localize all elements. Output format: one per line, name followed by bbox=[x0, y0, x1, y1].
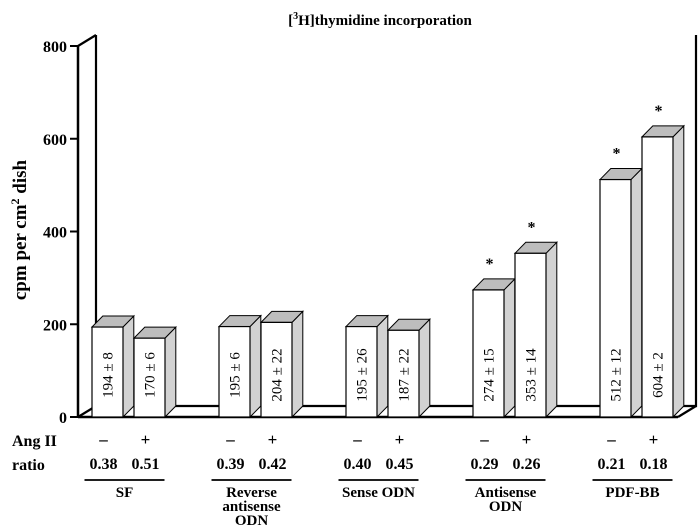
ratio-value: 0.51 bbox=[132, 456, 160, 473]
row-label-ratio: ratio bbox=[12, 457, 45, 474]
floor-right-edge bbox=[677, 405, 697, 418]
bar-value-label: 353 ± 14 bbox=[524, 348, 540, 402]
ratio-value: 0.45 bbox=[386, 456, 414, 473]
y-tick-label: 400 bbox=[43, 225, 67, 242]
chart-title-post: H]thymidine incorporation bbox=[298, 13, 472, 29]
bar: 204 ± 22 bbox=[259, 310, 304, 419]
angii-sign: + bbox=[141, 430, 151, 449]
bar-side bbox=[418, 318, 431, 419]
bar-side bbox=[630, 167, 643, 419]
y-axis-top-edge bbox=[77, 34, 97, 47]
bar-value-label: 187 ± 22 bbox=[397, 348, 413, 401]
group-label: Antisense bbox=[475, 485, 537, 501]
bar: 195 ± 6 bbox=[217, 314, 262, 419]
bar: 195 ± 26 bbox=[344, 314, 389, 419]
bar-front bbox=[218, 325, 251, 418]
bar: 512 ± 12 * bbox=[598, 146, 643, 419]
angii-sign: + bbox=[522, 430, 532, 449]
bar-front bbox=[472, 289, 505, 418]
group-label: ODN bbox=[235, 513, 269, 529]
significance-star: * bbox=[613, 146, 621, 163]
angii-sign: + bbox=[649, 430, 659, 449]
bar-value-label: 204 ± 22 bbox=[270, 348, 286, 401]
bar-value-label: 195 ± 6 bbox=[228, 352, 244, 398]
ratio-value: 0.40 bbox=[344, 456, 372, 473]
bar-front bbox=[345, 325, 378, 418]
bar-value-label: 512 ± 12 bbox=[609, 348, 625, 401]
significance-star: * bbox=[486, 256, 494, 273]
bar: 353 ± 14 * bbox=[513, 219, 558, 419]
y-tick-label: 800 bbox=[43, 39, 67, 56]
bar: 187 ± 22 bbox=[386, 318, 431, 419]
ratio-value: 0.38 bbox=[90, 456, 118, 473]
bar-side bbox=[164, 325, 177, 419]
angii-sign: + bbox=[395, 430, 405, 449]
bar-side bbox=[503, 277, 516, 419]
angii-sign: – bbox=[352, 430, 362, 449]
row-label-angii: Ang II bbox=[12, 433, 57, 450]
angii-sign: – bbox=[98, 430, 108, 449]
bar-value-label: 274 ± 15 bbox=[482, 348, 498, 401]
bar-value-label: 194 ± 8 bbox=[101, 352, 117, 398]
angii-sign: + bbox=[268, 430, 278, 449]
bar-side bbox=[122, 314, 135, 419]
angii-sign: – bbox=[225, 430, 235, 449]
chart-title-sup: 3 bbox=[293, 11, 298, 22]
bar: 194 ± 8 bbox=[90, 314, 135, 419]
angii-sign: – bbox=[479, 430, 489, 449]
bar-front bbox=[260, 321, 293, 418]
ratio-value: 0.42 bbox=[259, 456, 287, 473]
bar-front bbox=[91, 326, 124, 418]
bar-value-label: 604 ± 2 bbox=[651, 352, 667, 398]
bar: 170 ± 6 bbox=[132, 325, 177, 419]
group-label: Reverse bbox=[226, 485, 277, 501]
y-tick-label: 200 bbox=[43, 317, 67, 334]
y-tick-label: 600 bbox=[43, 132, 67, 149]
significance-star: * bbox=[655, 103, 663, 120]
bar-side bbox=[376, 314, 389, 419]
group-label: PDF-BB bbox=[605, 485, 659, 501]
ratio-value: 0.21 bbox=[598, 456, 626, 473]
significance-star: * bbox=[528, 219, 536, 236]
y-tick-label: 0 bbox=[59, 410, 67, 427]
ratio-value: 0.39 bbox=[217, 456, 245, 473]
ratio-value: 0.18 bbox=[640, 456, 668, 473]
y-axis-label-sup: 2 bbox=[8, 198, 22, 204]
chart-title-pre: [ bbox=[288, 13, 293, 29]
bar-value-label: 195 ± 26 bbox=[355, 348, 371, 402]
bar-side bbox=[291, 310, 304, 419]
group-label: ODN bbox=[489, 499, 523, 515]
angii-sign: – bbox=[606, 430, 616, 449]
bar-front bbox=[387, 329, 420, 418]
bar-front bbox=[514, 252, 547, 418]
bar-side bbox=[545, 241, 558, 419]
group-label: SF bbox=[116, 485, 134, 501]
ratio-value: 0.29 bbox=[471, 456, 499, 473]
chart-title: [3H]thymidine incorporation bbox=[288, 11, 472, 29]
bar: 604 ± 2 * bbox=[640, 103, 685, 419]
bar-front bbox=[133, 337, 166, 418]
bar-front bbox=[599, 178, 632, 418]
group-label: Sense ODN bbox=[342, 485, 415, 501]
y-axis-label-main: cpm per cm bbox=[10, 204, 31, 300]
bar-front bbox=[641, 136, 674, 418]
bar-value-label: 170 ± 6 bbox=[143, 352, 159, 398]
ratio-value: 0.26 bbox=[513, 456, 541, 473]
bar: 274 ± 15 * bbox=[471, 256, 516, 419]
group-label: antisense bbox=[222, 499, 281, 515]
bar-side bbox=[249, 314, 262, 419]
y-axis-label: cpm per cm2 dish bbox=[8, 159, 31, 300]
bar-side bbox=[672, 124, 685, 419]
y-axis-label-tail: dish bbox=[10, 159, 31, 198]
